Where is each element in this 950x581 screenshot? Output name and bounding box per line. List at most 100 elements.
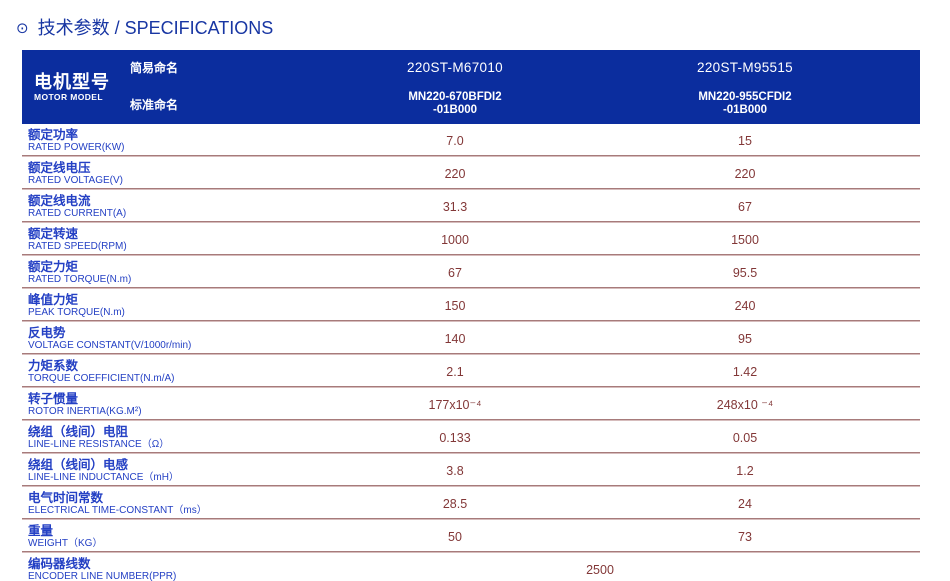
row-label-en: RATED CURRENT(A)	[28, 207, 127, 219]
spec-table: 电机型号 MOTOR MODEL 简易命名 标准命名 220ST-M67010 …	[22, 50, 920, 581]
row-value-col1: 177x10⁻⁴	[428, 398, 482, 412]
standard-name-label: 标准命名	[130, 97, 179, 112]
row-value-col2: 240	[734, 298, 756, 313]
motor-model-cell: 电机型号 MOTOR MODEL	[22, 50, 114, 124]
row-label-zh: 峰值力矩	[28, 292, 79, 307]
table-row: 力矩系数 TORQUE COEFFICIENT(N.m/A) 2.1 1.42	[22, 355, 920, 388]
table-row: 额定线电压 RATED VOLTAGE(V) 220 220	[22, 157, 920, 190]
row-label-cell: 额定线电压 RATED VOLTAGE(V)	[22, 157, 310, 190]
row-label-cell: 反电势 VOLTAGE CONSTANT(V/1000r/min)	[22, 322, 310, 355]
row-value-col1: 0.133	[439, 430, 471, 445]
row-label-en: ENCODER LINE NUMBER(PPR)	[28, 570, 177, 581]
row-value-col1: 50	[448, 529, 462, 544]
row-value-col2: 95	[738, 331, 752, 346]
row-label-cell: 绕组（线间）电感 LINE-LINE INDUCTANCE（mH）	[22, 454, 310, 487]
row-label-cell: 编码器线数 ENCODER LINE NUMBER(PPR)	[22, 553, 310, 581]
row-label-cell: 力矩系数 TORQUE COEFFICIENT(N.m/A)	[22, 355, 310, 388]
table-body: 额定功率 RATED POWER(KW) 7.0 15 额定线电压 RATED …	[22, 124, 920, 581]
page-title: ⊙ 技术参数 / SPECIFICATIONS	[16, 14, 950, 40]
row-label-zh: 反电势	[28, 325, 66, 340]
standard-name-line1: MN220-670BFDI2	[408, 91, 502, 103]
row-label-cell: 绕组（线间）电阻 LINE-LINE RESISTANCE（Ω）	[22, 421, 310, 454]
row-value-col2: 95.5	[732, 265, 758, 280]
row-value-col2: 1500	[731, 232, 759, 247]
standard-name-line2: -01B000	[432, 104, 478, 116]
row-label-en: ELECTRICAL TIME-CONSTANT（ms）	[28, 504, 207, 516]
table-row: 转子惯量 ROTOR INERTIA(KG.M²) 177x10⁻⁴ 248x1…	[22, 388, 920, 421]
table-header: 电机型号 MOTOR MODEL 简易命名 标准命名 220ST-M67010 …	[22, 50, 920, 124]
row-label-cell: 峰值力矩 PEAK TORQUE(N.m)	[22, 289, 310, 322]
row-label-cell: 重量 WEIGHT（KG）	[22, 520, 310, 553]
motor-model-en: MOTOR MODEL	[34, 92, 103, 102]
model-simple-name-col1: 220ST-M67010	[407, 59, 503, 75]
bullet-circle-icon: ⊙	[16, 19, 29, 37]
simple-name-label: 简易命名	[130, 60, 179, 75]
row-label-cell: 额定转速 RATED SPEED(RPM)	[22, 223, 310, 256]
row-label-en: LINE-LINE INDUCTANCE（mH）	[28, 471, 179, 483]
row-value-col1: 3.8	[446, 463, 464, 478]
row-value-col2: 73	[738, 529, 752, 544]
table-row: 额定力矩 RATED TORQUE(N.m) 67 95.5	[22, 256, 920, 289]
row-label-zh: 额定线电压	[28, 160, 91, 175]
row-label-zh: 绕组（线间）电感	[28, 457, 129, 472]
standard-name-line1: MN220-955CFDI2	[698, 91, 792, 103]
row-value-col1: 7.0	[446, 133, 464, 148]
table-row: 重量 WEIGHT（KG） 50 73	[22, 520, 920, 553]
row-value-col2: 1.2	[736, 463, 754, 478]
row-value-col2: 1.42	[732, 364, 758, 379]
row-value-col2: 220	[734, 166, 756, 181]
row-label-zh: 额定功率	[28, 127, 79, 142]
row-label-zh: 额定力矩	[28, 259, 79, 274]
row-label-en: LINE-LINE RESISTANCE（Ω）	[28, 438, 170, 450]
row-value-col1: 28.5	[442, 496, 468, 511]
row-label-zh: 力矩系数	[28, 358, 79, 373]
page-title-text: 技术参数 / SPECIFICATIONS	[37, 18, 274, 38]
motor-model-zh: 电机型号	[34, 72, 110, 92]
standard-name-line2: -01B000	[722, 104, 768, 116]
row-label-zh: 绕组（线间）电阻	[28, 424, 129, 439]
row-value-col1: 1000	[441, 232, 469, 247]
table-row: 额定线电流 RATED CURRENT(A) 31.3 67	[22, 190, 920, 223]
row-label-en: RATED SPEED(RPM)	[28, 240, 127, 252]
row-value-col1: 220	[444, 166, 466, 181]
row-value-col2: 15	[738, 133, 752, 148]
row-value-col2: 0.05	[732, 430, 758, 445]
row-label-en: TORQUE COEFFICIENT(N.m/A)	[28, 372, 175, 384]
row-label-en: PEAK TORQUE(N.m)	[28, 306, 125, 318]
row-label-zh: 额定转速	[28, 226, 79, 241]
row-label-en: WEIGHT（KG）	[28, 537, 103, 549]
row-value-col1: 31.3	[442, 199, 468, 214]
row-label-zh: 编码器线数	[28, 556, 91, 571]
model-standard-name-col2: MN220-955CFDI2 -01B000	[600, 84, 890, 124]
table-row: 绕组（线间）电感 LINE-LINE INDUCTANCE（mH） 3.8 1.…	[22, 454, 920, 487]
row-label-cell: 额定功率 RATED POWER(KW)	[22, 124, 310, 157]
row-label-en: VOLTAGE CONSTANT(V/1000r/min)	[28, 339, 192, 351]
model-standard-name-col1: MN220-670BFDI2 -01B000	[310, 84, 600, 124]
table-row: 编码器线数 ENCODER LINE NUMBER(PPR) 2500	[22, 553, 920, 581]
table-row: 绕组（线间）电阻 LINE-LINE RESISTANCE（Ω） 0.133 0…	[22, 421, 920, 454]
row-value-col1: 2.1	[446, 364, 464, 379]
table-row: 额定功率 RATED POWER(KW) 7.0 15	[22, 124, 920, 157]
row-label-zh: 电气时间常数	[28, 490, 104, 505]
row-label-cell: 额定力矩 RATED TORQUE(N.m)	[22, 256, 310, 289]
row-label-en: RATED TORQUE(N.m)	[28, 273, 132, 285]
row-value-col2: 24	[738, 496, 752, 511]
row-value-col2: 248x10 ⁻⁴	[716, 398, 774, 412]
row-value-col1: 140	[444, 331, 466, 346]
row-label-cell: 电气时间常数 ELECTRICAL TIME-CONSTANT（ms）	[22, 487, 310, 520]
row-label-cell: 额定线电流 RATED CURRENT(A)	[22, 190, 310, 223]
table-row: 电气时间常数 ELECTRICAL TIME-CONSTANT（ms） 28.5…	[22, 487, 920, 520]
row-label-en: RATED VOLTAGE(V)	[28, 174, 124, 186]
row-label-en: RATED POWER(KW)	[28, 141, 125, 153]
row-label-en: ROTOR INERTIA(KG.M²)	[28, 405, 142, 417]
model-simple-name-col2: 220ST-M95515	[697, 59, 793, 75]
row-label-zh: 额定线电流	[28, 193, 91, 208]
row-label-cell: 转子惯量 ROTOR INERTIA(KG.M²)	[22, 388, 310, 421]
row-label-zh: 重量	[28, 523, 54, 538]
row-label-zh: 转子惯量	[28, 391, 79, 406]
table-row: 峰值力矩 PEAK TORQUE(N.m) 150 240	[22, 289, 920, 322]
row-value-col1: 67	[448, 265, 462, 280]
table-row: 额定转速 RATED SPEED(RPM) 1000 1500	[22, 223, 920, 256]
row-value-span: 2500	[586, 562, 614, 577]
table-row: 反电势 VOLTAGE CONSTANT(V/1000r/min) 140 95	[22, 322, 920, 355]
